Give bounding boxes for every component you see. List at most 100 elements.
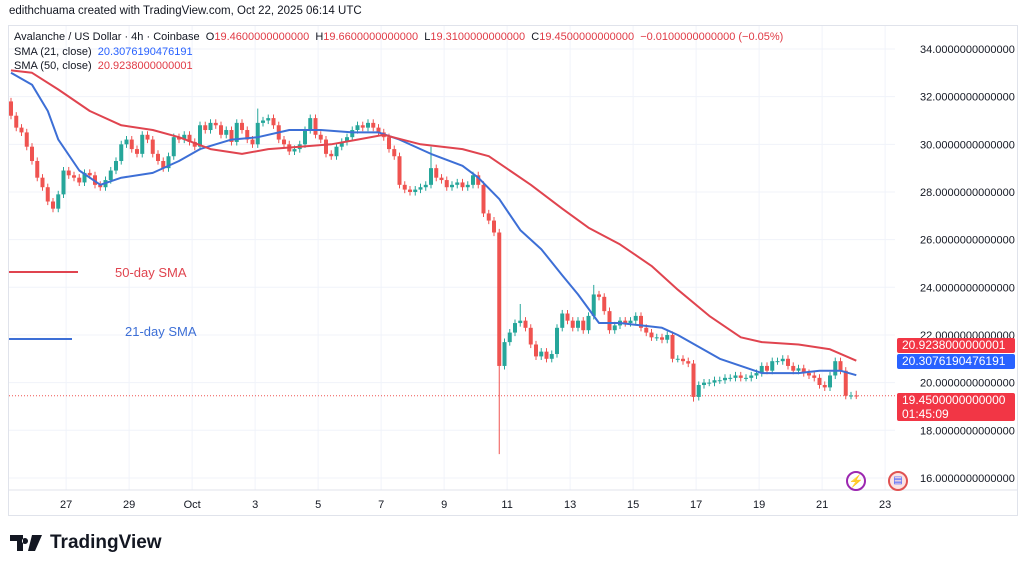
candle-body bbox=[444, 180, 449, 188]
candle bbox=[324, 135, 328, 158]
y-tick-label: 18.0000000000000 bbox=[920, 425, 1015, 437]
candle-body bbox=[507, 332, 512, 343]
candle bbox=[402, 181, 407, 194]
candle-body bbox=[135, 149, 139, 154]
x-tick-label: 19 bbox=[753, 499, 765, 511]
candle-body bbox=[639, 315, 643, 328]
candle-body bbox=[675, 358, 680, 360]
candle bbox=[266, 114, 271, 125]
close-label: C bbox=[531, 31, 540, 43]
candle bbox=[717, 376, 722, 384]
candle bbox=[156, 150, 160, 165]
candle-body bbox=[439, 177, 444, 181]
y-tick-label: 16.0000000000000 bbox=[920, 473, 1015, 485]
last-price: 19.4500000000000 bbox=[902, 393, 1006, 407]
candle bbox=[534, 340, 538, 360]
candle-body bbox=[555, 327, 559, 355]
x-tick-label: 27 bbox=[60, 499, 72, 511]
candle bbox=[124, 135, 129, 148]
candle bbox=[486, 209, 491, 225]
candle bbox=[581, 317, 586, 334]
candle-body bbox=[177, 137, 181, 140]
symbol-title[interactable]: Avalanche / US Dollar · 4h · Coinbase bbox=[14, 31, 200, 43]
candle-body bbox=[324, 139, 328, 154]
high-label: H bbox=[315, 31, 324, 43]
x-tick-label: 17 bbox=[690, 499, 702, 511]
candle-body bbox=[376, 127, 381, 133]
y-tick-label: 34.0000000000000 bbox=[920, 44, 1015, 56]
sma50-value: 20.9238000000001 bbox=[97, 60, 193, 72]
candle-body bbox=[161, 161, 166, 169]
candle bbox=[119, 140, 124, 165]
candle bbox=[481, 181, 486, 218]
candle bbox=[334, 143, 339, 160]
candle bbox=[749, 371, 754, 382]
candle bbox=[744, 374, 748, 382]
candle-body bbox=[366, 122, 370, 128]
candle bbox=[24, 128, 29, 151]
candle-body bbox=[465, 184, 470, 188]
candle bbox=[77, 174, 82, 187]
us-flag-icon[interactable]: ▤ bbox=[888, 471, 908, 491]
candle bbox=[801, 364, 806, 377]
candle bbox=[203, 121, 208, 134]
candle bbox=[591, 284, 596, 320]
candle-body bbox=[392, 149, 397, 157]
x-tick-label: 5 bbox=[315, 499, 321, 511]
tradingview-logo[interactable]: TradingView bbox=[10, 532, 162, 554]
candle bbox=[345, 133, 349, 146]
candle-body bbox=[345, 137, 349, 142]
candle bbox=[219, 121, 223, 139]
candle-body bbox=[492, 220, 496, 233]
candle bbox=[523, 317, 528, 332]
candle-body bbox=[691, 363, 696, 397]
candle-body bbox=[539, 351, 544, 357]
candle-body bbox=[796, 368, 801, 371]
candle bbox=[145, 131, 150, 144]
candle-body bbox=[623, 320, 628, 324]
candle-body bbox=[670, 334, 675, 359]
candle bbox=[576, 317, 580, 332]
candle-body bbox=[591, 294, 596, 316]
candle-body bbox=[528, 327, 533, 345]
sma50-legend[interactable]: SMA (50, close) 20.9238000000001 bbox=[14, 59, 783, 74]
candle bbox=[733, 371, 738, 382]
candle-body bbox=[534, 344, 538, 357]
candle-body bbox=[786, 358, 790, 366]
candle bbox=[282, 135, 286, 148]
candle bbox=[518, 303, 523, 327]
candle bbox=[849, 391, 853, 400]
x-tick-label: 15 bbox=[627, 499, 639, 511]
candle bbox=[455, 178, 460, 189]
sma21-legend[interactable]: SMA (21, close) 20.3076190476191 bbox=[14, 45, 783, 60]
candle bbox=[565, 309, 570, 325]
candle-body bbox=[749, 375, 754, 378]
candle-body bbox=[812, 375, 817, 378]
candle bbox=[460, 178, 465, 191]
candle-body bbox=[166, 156, 171, 169]
candle bbox=[702, 379, 706, 389]
candle bbox=[775, 357, 780, 365]
candle bbox=[686, 357, 691, 368]
x-tick-label: 29 bbox=[123, 499, 135, 511]
candle-body bbox=[114, 161, 118, 171]
candle-body bbox=[255, 122, 260, 145]
candle bbox=[513, 319, 517, 337]
candle-body bbox=[19, 127, 24, 133]
sma21-annotation: 21-day SMA bbox=[125, 324, 197, 339]
lightning-icon[interactable]: ⚡ bbox=[846, 471, 866, 491]
candle-body bbox=[40, 177, 45, 188]
candle-body bbox=[87, 172, 92, 176]
candle-body bbox=[140, 134, 145, 154]
candle bbox=[497, 228, 502, 455]
candle bbox=[98, 181, 103, 191]
candle bbox=[140, 131, 145, 158]
candle-body bbox=[282, 139, 286, 145]
candle bbox=[570, 317, 575, 332]
candle bbox=[544, 348, 549, 363]
candle-body bbox=[108, 170, 113, 181]
candle bbox=[492, 217, 496, 237]
candle-body bbox=[744, 377, 748, 379]
brand-name: TradingView bbox=[50, 532, 162, 553]
